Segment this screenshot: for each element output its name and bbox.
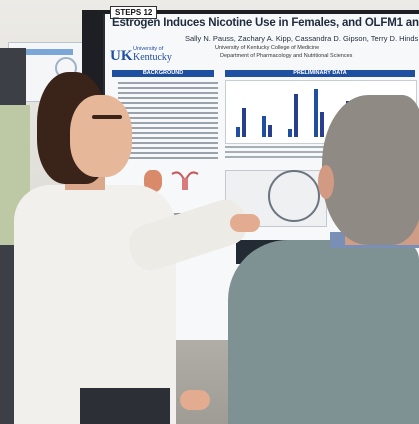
chart-bar (236, 127, 240, 137)
presenter-skirt (80, 388, 170, 424)
chart-bar (288, 129, 292, 137)
presenter-hand (230, 214, 260, 232)
listener-ear (318, 165, 334, 199)
listener-head (322, 95, 419, 245)
poster-authors: Sally N. Pauss, Zachary A. Kipp, Cassand… (185, 34, 419, 43)
chart-bar (268, 125, 272, 137)
listener-sweater (228, 240, 419, 424)
background-poster-strip (13, 49, 73, 55)
uk-logo-mark: UK (110, 48, 133, 64)
poster-hypothesis-face (144, 170, 162, 192)
poster-title: Estrogen Induces Nicotine Use in Females… (112, 17, 419, 29)
uk-logo-university: University of (133, 46, 164, 52)
section-preliminary-data: PRELIMINARY DATA (225, 70, 415, 77)
presenter-hand-lower (180, 390, 210, 410)
poster-hypothesis-uterus (171, 171, 199, 190)
chart-bar (320, 112, 324, 137)
chart-bar (314, 89, 318, 137)
poster-affiliation-2: Department of Pharmacology and Nutrition… (220, 53, 353, 59)
chart-bar (294, 94, 298, 137)
presenter-face (70, 95, 132, 177)
steps-tag: STEPS 12 (110, 6, 158, 19)
uk-logo-kentucky: Kentucky (133, 52, 172, 63)
poster-circle-diagram (268, 170, 320, 222)
chart-bar (262, 116, 266, 137)
background-text (118, 82, 218, 162)
chart-bar (242, 108, 246, 137)
section-background: BACKGROUND (112, 70, 214, 77)
figure-caption (225, 146, 415, 161)
poster-affiliation-1: University of Kentucky College of Medici… (215, 45, 320, 51)
presenter-brow (92, 115, 122, 119)
